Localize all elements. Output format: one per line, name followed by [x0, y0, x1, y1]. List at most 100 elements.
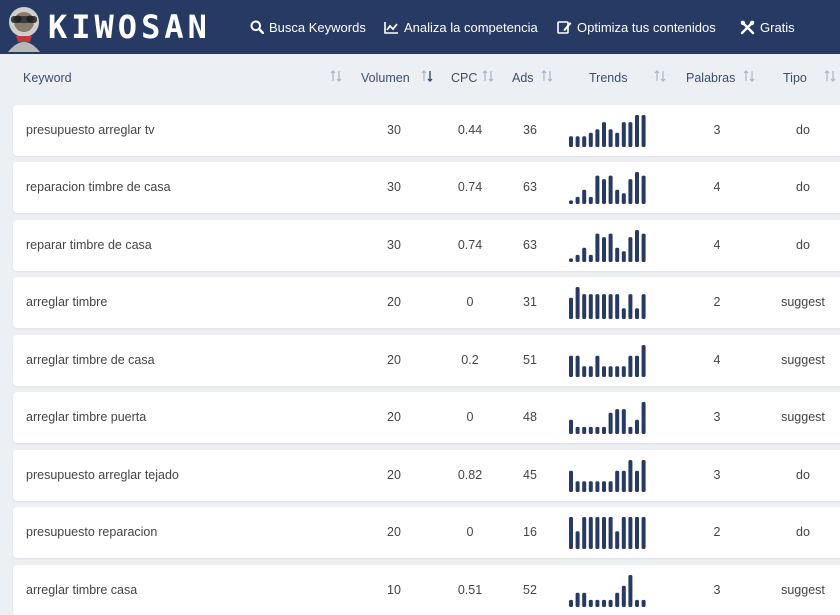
trend-bar	[582, 592, 587, 607]
table-row[interactable]: reparar timbre de casa 30 0.74 63 4 do	[13, 220, 840, 271]
trend-bar	[615, 366, 620, 377]
sort-icon[interactable]	[743, 69, 755, 83]
nav-analiza-competencia[interactable]: Analiza la competencia	[384, 0, 538, 54]
sort-icon[interactable]	[482, 69, 494, 83]
nav-label: Gratis	[760, 19, 795, 35]
trend-bar	[575, 531, 580, 549]
volumen-cell: 20	[387, 353, 401, 367]
trend-bar	[575, 355, 580, 377]
trend-bar	[635, 470, 639, 492]
column-header-palabras[interactable]: Palabras	[686, 71, 736, 85]
ads-cell: 45	[523, 468, 537, 482]
keyword-cell[interactable]: arreglar timbre casa	[26, 583, 138, 597]
volumen-cell: 20	[387, 525, 401, 539]
trend-bar	[569, 419, 573, 434]
trend-bar	[641, 402, 646, 434]
table-row[interactable]: presupuesto arreglar tv 30 0.44 36 3 do	[13, 105, 840, 156]
trend-bar	[588, 132, 593, 147]
keyword-cell[interactable]: presupuesto arreglar tejado	[26, 468, 179, 482]
volumen-cell: 30	[387, 238, 401, 252]
table-header: Keyword Volumen CPC Ads Trends Palabras …	[0, 54, 840, 102]
keyword-cell[interactable]: presupuesto reparacion	[26, 525, 158, 539]
volumen-cell: 30	[387, 180, 401, 194]
logo-text[interactable]: KIWOSAN	[48, 8, 211, 46]
trend-bar	[615, 132, 620, 147]
trend-bar	[595, 481, 600, 492]
trend-bar	[621, 308, 626, 319]
cpc-cell: 0.82	[457, 468, 483, 482]
table-row[interactable]: arreglar timbre de casa 20 0.2 51 4 suggest	[13, 335, 840, 386]
table-row[interactable]: presupuesto reparacion 20 0 16 2 do	[13, 507, 840, 558]
trend-bar	[635, 308, 639, 319]
trend-bar	[641, 233, 646, 262]
trend-bar	[595, 599, 600, 607]
trend-bar	[628, 237, 633, 262]
trend-bar	[569, 355, 573, 377]
column-header-trends[interactable]: Trends	[589, 71, 628, 85]
trend-bar	[621, 585, 626, 607]
column-header-ads[interactable]: Ads	[512, 71, 534, 85]
trend-bar	[602, 599, 606, 607]
trend-bar	[602, 366, 606, 377]
trend-bar	[628, 355, 633, 377]
palabras-cell: 4	[713, 238, 721, 252]
trend-sparkline	[569, 345, 646, 377]
top-nav-bar: KIWOSAN Busca Keywords Analiza la compet…	[0, 0, 840, 54]
volumen-cell: 20	[387, 468, 401, 482]
trend-bar	[575, 196, 580, 204]
keyword-cell[interactable]: reparacion timbre de casa	[26, 180, 171, 194]
keyword-cell[interactable]: presupuesto arreglar tv	[26, 123, 155, 137]
nav-gratis[interactable]: Gratis	[740, 0, 795, 54]
trend-bar	[628, 122, 633, 147]
sort-active-icon[interactable]	[421, 69, 433, 83]
table-row[interactable]: reparacion timbre de casa 30 0.74 63 4 do	[13, 162, 840, 213]
tipo-cell: suggest	[781, 583, 825, 597]
tipo-cell: do	[796, 123, 810, 137]
sort-icon[interactable]	[654, 69, 666, 83]
trend-bar	[608, 233, 613, 262]
nav-optimiza-contenidos[interactable]: Optimiza tus contenidos	[557, 0, 716, 54]
trend-bar	[615, 470, 620, 492]
cpc-cell: 0.74	[457, 180, 483, 194]
column-header-tipo[interactable]: Tipo	[783, 71, 807, 85]
table-row[interactable]: arreglar timbre puerta 20 0 48 3 suggest	[13, 392, 840, 443]
tipo-cell: do	[796, 468, 810, 482]
kiwosan-mascot-icon[interactable]	[2, 2, 46, 52]
column-header-keyword[interactable]: Keyword	[23, 71, 72, 85]
table-row[interactable]: presupuesto arreglar tejado 20 0.82 45 3 do	[13, 450, 840, 501]
trend-bar	[602, 237, 606, 262]
trend-bar	[608, 366, 613, 377]
column-header-volumen[interactable]: Volumen	[361, 71, 410, 85]
sort-icon[interactable]	[541, 69, 553, 83]
trend-bar	[635, 599, 639, 607]
trend-bar	[602, 294, 606, 319]
column-header-cpc[interactable]: CPC	[451, 71, 478, 85]
volumen-cell: 20	[387, 295, 401, 309]
tipo-cell: suggest	[781, 353, 825, 367]
trend-bar	[569, 470, 573, 492]
trend-bar	[569, 599, 573, 607]
sort-icon[interactable]	[330, 69, 342, 83]
tipo-cell: do	[796, 180, 810, 194]
keyword-cell[interactable]: arreglar timbre puerta	[26, 410, 147, 424]
trend-bar	[582, 481, 587, 492]
trend-bar	[595, 426, 600, 434]
nav-label: Busca Keywords	[269, 19, 366, 35]
keyword-cell[interactable]: arreglar timbre de casa	[26, 353, 155, 367]
keyword-cell[interactable]: reparar timbre de casa	[26, 238, 152, 252]
palabras-cell: 2	[713, 295, 721, 309]
table-row[interactable]: arreglar timbre 20 0 31 2 suggest	[13, 277, 840, 328]
tipo-cell: do	[796, 238, 810, 252]
sort-icon[interactable]	[824, 69, 836, 83]
trend-bar	[608, 517, 613, 549]
keyword-cell[interactable]: arreglar timbre	[26, 295, 108, 309]
nav-busca-keywords[interactable]: Busca Keywords	[250, 0, 366, 54]
cpc-cell: 0	[466, 525, 474, 539]
trend-bar	[621, 366, 626, 377]
trend-bar	[569, 517, 573, 549]
table-row[interactable]: arreglar timbre casa 10 0.51 52 3 suggest	[13, 565, 840, 615]
trend-bar	[595, 175, 600, 204]
trend-bar	[569, 200, 573, 204]
trend-bar	[575, 592, 580, 607]
cpc-cell: 0.51	[457, 583, 483, 597]
